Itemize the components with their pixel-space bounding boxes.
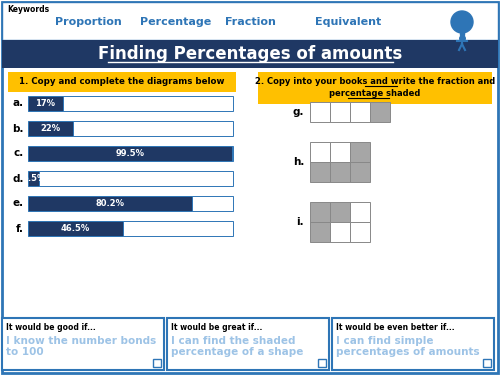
Text: percentage shaded: percentage shaded — [330, 90, 420, 99]
Text: 22%: 22% — [40, 124, 60, 133]
Bar — [310, 142, 330, 162]
Text: I can find the shaded: I can find the shaded — [171, 336, 296, 346]
Text: h.: h. — [292, 157, 304, 167]
Bar — [28, 96, 63, 111]
Text: f.: f. — [16, 224, 24, 234]
Text: 17%: 17% — [36, 99, 56, 108]
Bar — [28, 221, 124, 236]
Text: Percentage: Percentage — [140, 17, 211, 27]
Bar — [2, 40, 498, 68]
Text: percentages of amounts: percentages of amounts — [336, 347, 480, 357]
Text: 1. Copy and complete the diagrams below: 1. Copy and complete the diagrams below — [19, 78, 225, 87]
Bar — [28, 196, 192, 211]
Bar — [370, 102, 390, 122]
Bar — [350, 142, 370, 162]
Bar — [350, 222, 370, 242]
Bar — [310, 202, 330, 222]
Bar — [73, 121, 233, 136]
Bar — [8, 72, 236, 92]
Text: g.: g. — [292, 107, 304, 117]
Bar — [330, 162, 350, 182]
Text: c.: c. — [14, 148, 24, 159]
Bar — [330, 102, 350, 122]
Text: It would be even better if...: It would be even better if... — [336, 323, 454, 332]
Bar — [350, 162, 370, 182]
Bar — [192, 196, 233, 211]
Bar — [2, 318, 164, 370]
Text: 99.5%: 99.5% — [116, 149, 144, 158]
Text: i.: i. — [296, 217, 304, 227]
Bar — [332, 318, 494, 370]
Bar — [167, 318, 329, 370]
Text: to 100: to 100 — [6, 347, 44, 357]
Text: Keywords: Keywords — [7, 5, 49, 14]
Circle shape — [451, 11, 473, 33]
Text: Finding Percentages of amounts: Finding Percentages of amounts — [98, 45, 402, 63]
Bar — [28, 121, 73, 136]
Bar — [40, 171, 233, 186]
Bar — [310, 102, 330, 122]
Text: Equivalent: Equivalent — [315, 17, 382, 27]
Bar — [2, 2, 498, 40]
Text: 5.5%: 5.5% — [22, 174, 46, 183]
Bar — [460, 27, 464, 35]
Bar — [310, 222, 330, 242]
Bar — [153, 359, 161, 367]
Text: d.: d. — [12, 174, 24, 183]
Text: percentage of a shape: percentage of a shape — [171, 347, 304, 357]
Text: b.: b. — [12, 123, 24, 134]
Text: Proportion: Proportion — [55, 17, 122, 27]
Text: 46.5%: 46.5% — [61, 224, 90, 233]
Bar — [350, 102, 370, 122]
Text: I know the number bonds: I know the number bonds — [6, 336, 156, 346]
Bar — [483, 359, 491, 367]
Text: a.: a. — [13, 99, 24, 108]
Bar — [330, 142, 350, 162]
Bar — [258, 72, 492, 104]
Bar — [350, 202, 370, 222]
Bar — [310, 162, 330, 182]
Text: 2. Copy into your books and write the fraction and: 2. Copy into your books and write the fr… — [255, 78, 495, 87]
Bar — [330, 222, 350, 242]
Text: e.: e. — [13, 198, 24, 208]
Bar — [318, 359, 326, 367]
Bar — [63, 96, 233, 111]
Bar — [124, 221, 233, 236]
Text: I can find simple: I can find simple — [336, 336, 434, 346]
Text: It would be great if...: It would be great if... — [171, 323, 262, 332]
Text: Fraction: Fraction — [225, 17, 276, 27]
Bar — [330, 202, 350, 222]
Bar — [28, 146, 232, 161]
Bar — [28, 171, 40, 186]
Text: It would be good if...: It would be good if... — [6, 323, 96, 332]
Bar — [232, 146, 233, 161]
Text: 80.2%: 80.2% — [96, 199, 124, 208]
